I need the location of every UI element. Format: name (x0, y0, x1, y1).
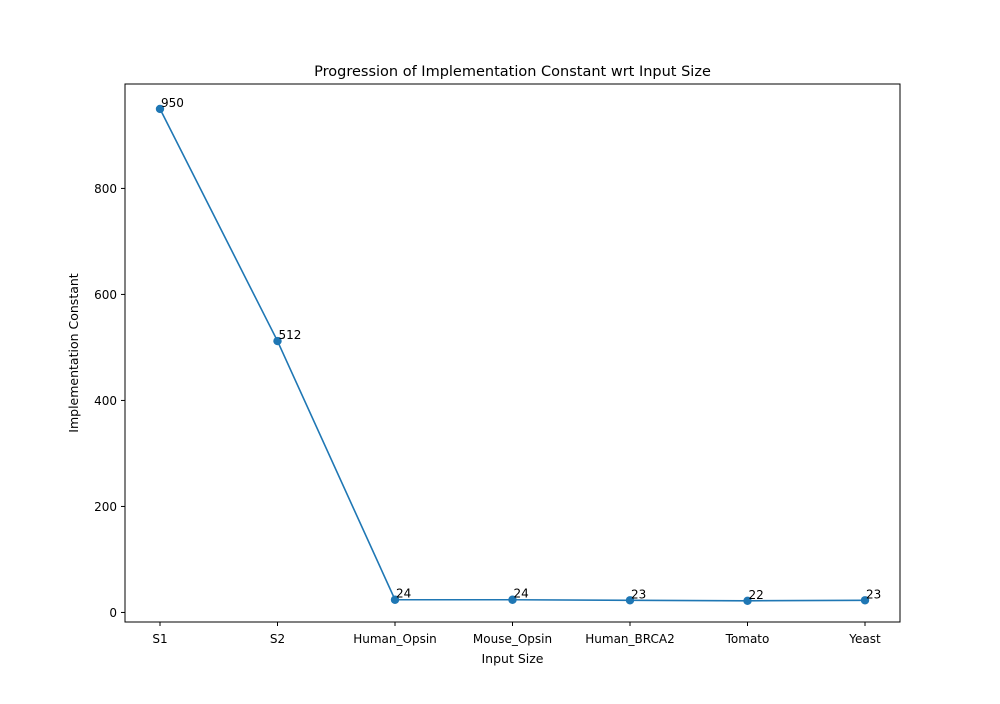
y-tick-label: 200 (94, 500, 117, 514)
y-tick-label: 0 (109, 606, 117, 620)
plot-data: 950 512 24 24 23 22 23 (155, 96, 881, 605)
data-point (860, 596, 870, 605)
x-tick-label: S1 (152, 632, 167, 646)
data-label: 23 (631, 587, 646, 601)
data-point (155, 104, 165, 114)
x-tick-label: Human_Opsin (353, 632, 437, 646)
x-tick-label: Yeast (848, 632, 881, 646)
data-label: 950 (161, 96, 184, 110)
y-tick-label: 400 (94, 394, 117, 408)
data-point (625, 596, 635, 605)
x-tick-label: Human_BRCA2 (585, 632, 674, 646)
data-label: 24 (514, 587, 529, 601)
x-axis-label: Input Size (482, 651, 544, 666)
chart-title: Progression of Implementation Constant w… (314, 64, 711, 80)
y-axis-label: Implementation Constant (66, 273, 81, 433)
x-tick-label: S2 (270, 632, 285, 646)
x-axis: S1 S2 Human_Opsin Mouse_Opsin Human_BRCA2 Tom… (152, 622, 881, 646)
y-tick-label: 600 (94, 288, 117, 302)
y-axis: 0 200 400 600 800 (94, 182, 125, 620)
data-label: 512 (279, 328, 302, 342)
data-label: 22 (749, 588, 764, 602)
data-label: 24 (396, 587, 411, 601)
y-tick-label: 800 (94, 182, 117, 196)
data-label: 23 (866, 587, 881, 601)
x-tick-label: Tomato (725, 632, 770, 646)
data-point (390, 595, 400, 604)
data-point (273, 336, 282, 346)
x-tick-label: Mouse_Opsin (473, 632, 552, 646)
data-point (508, 595, 517, 604)
data-point (743, 596, 752, 605)
